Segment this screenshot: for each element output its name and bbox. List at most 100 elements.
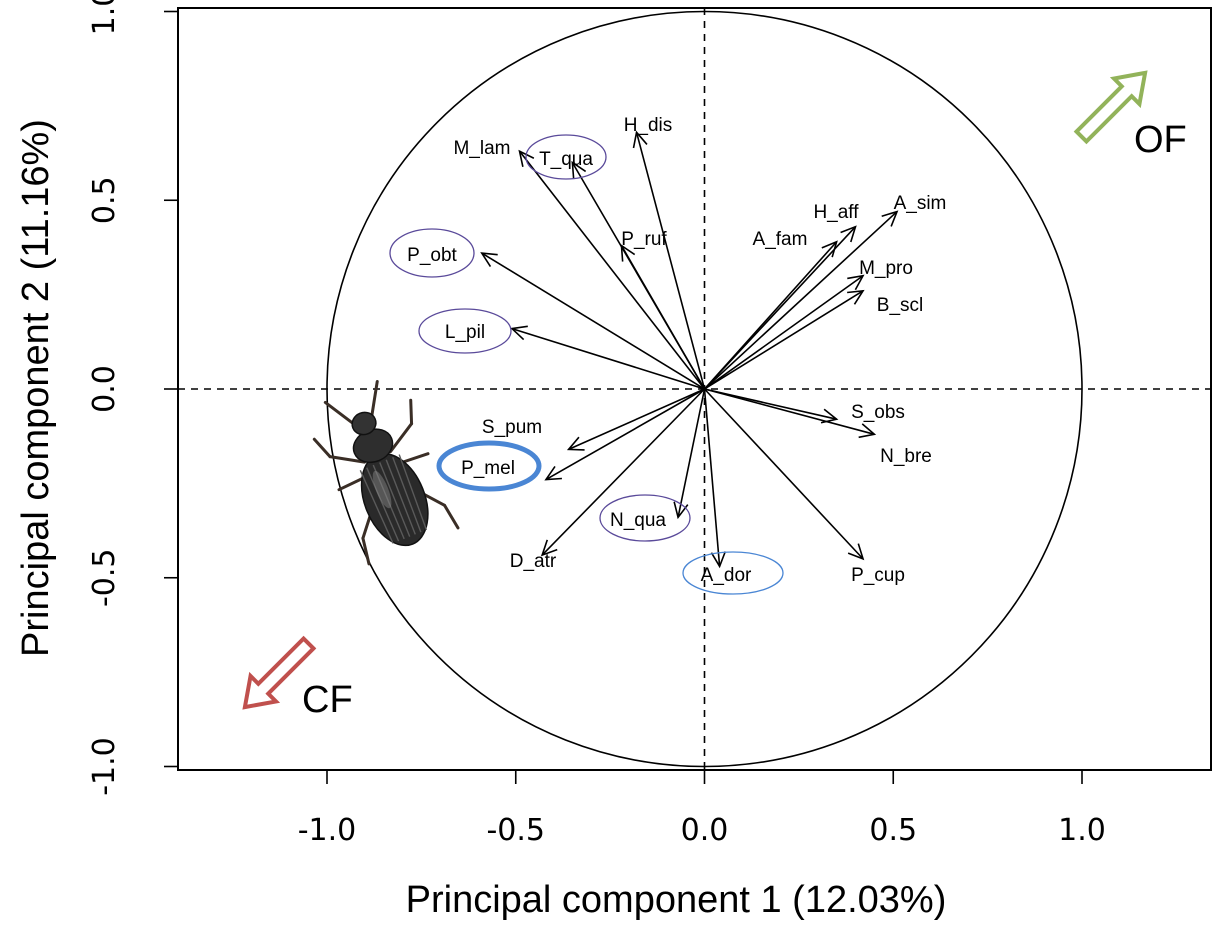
vector-a-dor: A_dor (682, 388, 784, 595)
vector-arrowhead (673, 501, 689, 520)
vector-line (545, 388, 705, 481)
vector-label: A_sim (894, 193, 947, 214)
vector-arrowhead (847, 543, 865, 561)
vector-line (511, 327, 705, 390)
vector-label: A_fam (753, 229, 808, 250)
arrow-shape (1073, 70, 1148, 145)
beetle-leg (388, 422, 414, 454)
vector-label: N_qua (610, 510, 666, 531)
label-highlight-ellipse (525, 134, 607, 180)
vector-label: P_obt (407, 245, 457, 266)
x-tick-label: 1.0 (1058, 813, 1106, 848)
vector-line (635, 132, 706, 390)
beetle-leg (409, 398, 414, 426)
vector-line (703, 210, 898, 390)
vector-label: A_dor (701, 565, 752, 586)
vector-line (568, 388, 705, 451)
vector-h-aff: H_aff (703, 202, 859, 390)
of-arrow-icon (1073, 70, 1148, 145)
vector-arrowhead (566, 436, 585, 451)
y-tick-label: -0.5 (87, 548, 122, 607)
vector-label: B_scl (877, 295, 923, 316)
beetle-leg (443, 503, 460, 530)
beetle-highlight (372, 470, 392, 509)
vector-label: N_bre (880, 446, 932, 467)
vector-p-ruf: P_ruf (620, 229, 706, 390)
label-highlight-ellipse (418, 308, 512, 354)
unit-circle (326, 10, 1083, 768)
beetle-icon (312, 379, 460, 566)
vector-arrowhead (821, 240, 838, 258)
vector-label: P_cup (851, 565, 905, 586)
beetle-leg (312, 437, 332, 459)
beetle-stripe (398, 454, 428, 531)
beetle-stripe (372, 464, 405, 540)
vector-label: P_ruf (621, 229, 667, 250)
vector-b-scl: B_scl (704, 289, 923, 390)
vector-m-pro: M_pro (704, 258, 913, 390)
beetle-head (351, 411, 377, 436)
vector-label: D_atr (510, 551, 557, 572)
vector-n-qua: N_qua (599, 388, 706, 542)
beetle-stripe (379, 462, 411, 537)
cf-arrow-icon (242, 635, 317, 710)
vector-line (481, 252, 705, 390)
vector-arrowhead (544, 465, 562, 481)
vector-label: H_dis (624, 115, 673, 136)
vector-line (704, 275, 864, 390)
vector-n-bre: N_bre (704, 388, 932, 467)
vector-m-lam: M_lam (453, 138, 706, 390)
vector-p-mel: P_mel (436, 388, 705, 492)
vector-arrowhead (847, 274, 865, 291)
beetle-leg (328, 455, 367, 464)
y-axis-title: Principal component 2 (11.16%) (15, 119, 57, 657)
beetle-stripe (385, 459, 416, 535)
vector-label: M_pro (859, 258, 913, 279)
vector-s-pum: S_pum (482, 388, 705, 451)
loading-vectors: M_lam T_qua H_dis P_ruf P_obt L_pil S_pum P_mel… (389, 115, 947, 595)
vector-arrowhead (510, 325, 528, 341)
vector-arrowhead (858, 423, 877, 439)
vector-label: S_pum (482, 417, 542, 438)
correlation-circle (326, 10, 1083, 768)
x-tick-label: 0.5 (869, 813, 917, 848)
vector-h-dis: H_dis (624, 115, 706, 390)
x-axis-title: Principal component 1 (12.03%) (406, 879, 947, 921)
vector-arrowhead (620, 243, 636, 262)
vector-label: H_aff (813, 202, 859, 223)
beetle-stripe (359, 470, 394, 544)
vector-line (703, 388, 864, 560)
vector-line (620, 245, 706, 390)
beetle-leg (361, 536, 371, 566)
vector-line (703, 388, 721, 567)
vector-s-obs: S_obs (704, 388, 905, 424)
x-tick-label: -1.0 (298, 813, 357, 848)
vector-a-sim: A_sim (703, 193, 947, 390)
vector-arrowhead (480, 252, 498, 267)
x-tick-label: 0.0 (681, 813, 729, 848)
vector-label: T_qua (539, 149, 593, 170)
vector-arrowhead (847, 289, 865, 305)
vector-line (704, 290, 864, 390)
vector-arrowhead (571, 160, 587, 179)
vector-d-atr: D_atr (510, 388, 706, 572)
vector-line (703, 226, 857, 390)
vector-label: L_pil (445, 322, 485, 343)
vector-arrowhead (881, 210, 899, 227)
cf-label: CF (302, 679, 353, 721)
vector-arrowhead (632, 130, 648, 149)
arrow-shape (242, 635, 317, 710)
y-tick-label: 1.0 (87, 0, 122, 35)
beetle-stripe (366, 467, 400, 542)
vector-arrowhead (540, 539, 558, 557)
label-highlight-ellipse (389, 228, 475, 278)
beetle-leg (370, 379, 379, 418)
vector-arrowhead (518, 149, 535, 167)
label-highlight-ellipse (599, 494, 691, 542)
vector-p-cup: P_cup (703, 388, 905, 586)
vector-line (704, 388, 875, 436)
vector-line (704, 388, 837, 420)
vector-line (541, 388, 706, 556)
